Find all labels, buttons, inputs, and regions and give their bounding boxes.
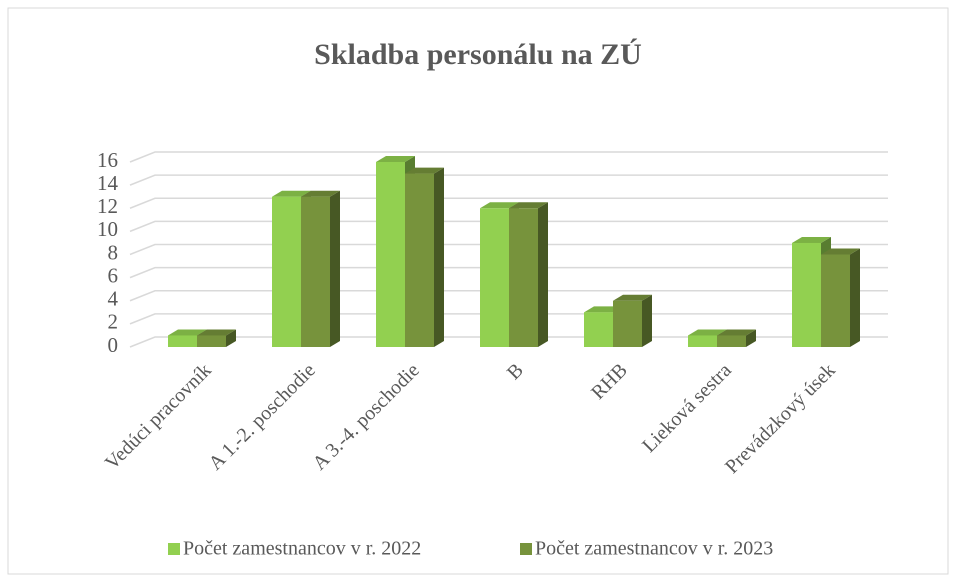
bar-front [197, 335, 226, 347]
bar [821, 248, 860, 347]
bar-top [168, 329, 207, 336]
y-tick-label: 6 [108, 263, 119, 287]
bar-top [480, 202, 519, 209]
bar-front [613, 300, 642, 347]
bar-side [538, 202, 548, 347]
bar-top [376, 156, 415, 162]
y-tick-label: 8 [108, 240, 119, 264]
y-tick-label: 0 [108, 333, 119, 357]
bar-front [792, 242, 821, 347]
bar-top [197, 329, 236, 336]
bar-top [301, 190, 340, 197]
bar [792, 236, 831, 347]
bar-front [272, 196, 301, 347]
grid-line [129, 174, 888, 186]
bar-top [272, 190, 311, 197]
bar-front [405, 173, 434, 347]
bar-front [301, 196, 330, 347]
grid-line [129, 220, 888, 233]
legend-label: Počet zamestnancov v r. 2023 [535, 538, 773, 560]
bar-side [226, 329, 236, 347]
bar-front [821, 254, 850, 347]
bar [613, 294, 652, 347]
bar-side [642, 294, 652, 347]
bar-side [746, 329, 756, 347]
y-tick-label: 10 [97, 217, 118, 241]
bar-top [821, 248, 860, 255]
y-tick-label: 2 [108, 310, 119, 334]
bar [197, 329, 236, 347]
bar-top [405, 167, 444, 174]
bar-top [792, 236, 831, 243]
grid-line [129, 243, 888, 256]
bar-side [850, 248, 860, 347]
bar-top [509, 202, 548, 209]
chart-title: Skladba personálu na ZÚ [314, 38, 642, 71]
y-tick-label: 12 [97, 194, 118, 218]
bar-side [434, 167, 444, 347]
bar-side [330, 190, 340, 347]
y-tick-label: 16 [97, 148, 118, 172]
bar [405, 167, 444, 347]
legend-swatch [520, 543, 532, 555]
legend-label: Počet zamestnancov v r. 2022 [183, 538, 421, 560]
grid-line [129, 197, 888, 209]
bar-top [688, 329, 727, 336]
bar-front [509, 208, 538, 347]
bar-front [688, 335, 717, 347]
bar-front [480, 208, 509, 347]
bar-top [613, 294, 652, 301]
bar-front [584, 312, 613, 347]
grid-line [129, 151, 888, 163]
bar [717, 329, 756, 347]
bar-top [717, 329, 756, 336]
bar [509, 202, 548, 347]
bar-front [168, 335, 197, 347]
grid-line [129, 266, 888, 279]
grid-line [129, 290, 888, 302]
y-tick-label: 14 [97, 171, 119, 195]
y-tick-label: 4 [108, 287, 119, 311]
bar-front [376, 162, 405, 347]
bar [301, 190, 340, 347]
legend-swatch [168, 543, 180, 555]
bar-front [717, 335, 746, 347]
